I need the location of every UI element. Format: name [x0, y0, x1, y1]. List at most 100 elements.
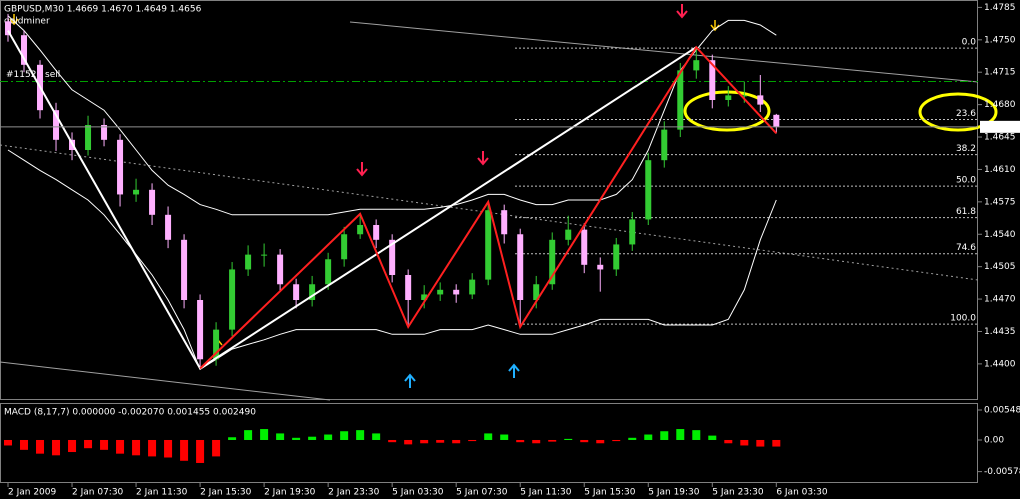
macd-bar	[452, 439, 461, 444]
candle-body	[565, 229, 572, 240]
candle-body	[629, 219, 636, 245]
macd-bar	[468, 439, 477, 442]
macd-bar	[676, 429, 685, 440]
candle-body	[293, 284, 300, 300]
candle-body	[85, 125, 92, 150]
candle-body	[533, 284, 540, 300]
sell-arrow	[477, 151, 489, 166]
macd-bar	[68, 439, 77, 453]
macd-bar	[692, 430, 701, 440]
y-tick-label: 0.00	[984, 435, 1004, 445]
macd-bar	[228, 437, 237, 440]
chart-header: GBPUSD,M30 1.4669 1.4670 1.4649 1.4656	[4, 5, 202, 15]
macd-title: MACD (8,17,7) 0.000000 -0.002070 0.00145…	[4, 408, 256, 418]
macd-bar	[212, 439, 221, 457]
macd-bar	[276, 433, 285, 440]
candle-body	[757, 95, 764, 105]
candle-body	[5, 21, 12, 36]
highlight-ellipse	[683, 90, 771, 132]
candle-body	[149, 189, 156, 215]
candle-body	[21, 35, 28, 65]
macd-bar	[292, 437, 301, 440]
candle-body	[277, 254, 284, 285]
macd-bar	[564, 438, 573, 440]
macd-bar	[52, 439, 61, 456]
highlight-ellipse	[918, 92, 998, 132]
sell-arrow	[356, 162, 368, 177]
macd-bar	[436, 439, 445, 443]
candle-body	[325, 259, 332, 285]
y-tick-label: 1.4785	[984, 3, 1016, 13]
macd-bar	[324, 434, 333, 440]
price-box	[980, 120, 1020, 133]
candle-body	[165, 214, 172, 240]
candle-body	[341, 234, 348, 260]
macd-bar	[484, 433, 493, 440]
fib-label: 38.2	[956, 144, 976, 154]
fib-label: 0.0	[962, 38, 977, 48]
candle-body	[245, 254, 252, 270]
candle-body	[229, 269, 236, 330]
macd-bar	[116, 439, 125, 454]
buy-arrow	[508, 363, 520, 378]
buy-arrow	[404, 373, 416, 388]
x-tick-label: 5 Jan 23:30	[712, 488, 764, 498]
candle-body	[261, 254, 268, 256]
candle-body	[677, 70, 684, 130]
candle-body	[661, 129, 668, 161]
macd-bar	[372, 433, 381, 440]
macd-bar	[4, 439, 13, 446]
y-tick-label: 0.005481	[984, 405, 1020, 415]
x-tick-label: 2 Jan 19:30	[264, 488, 316, 498]
sell-arrow	[676, 4, 688, 19]
macd-bar	[660, 431, 669, 440]
candle-body	[197, 300, 204, 360]
x-tick-label: 5 Jan 15:30	[584, 488, 636, 498]
y-tick-label: 1.4540	[984, 230, 1016, 240]
macd-bar	[340, 431, 349, 440]
fib-label: 50.0	[956, 176, 976, 186]
candle-body	[693, 60, 700, 71]
candle-body	[581, 229, 588, 265]
candle-body	[709, 60, 716, 100]
x-tick-label: 5 Jan 19:30	[648, 488, 700, 498]
macd-bar	[20, 439, 29, 450]
candle-body	[53, 110, 60, 140]
fib-label: 61.8	[956, 207, 976, 217]
macd-bar	[516, 439, 525, 443]
trendline	[349, 21, 979, 83]
macd-bar	[708, 435, 717, 440]
fib-label: 74.6	[956, 243, 976, 253]
candle-body	[485, 210, 492, 280]
candle-body	[405, 275, 412, 300]
macd-bar	[740, 439, 749, 446]
y-tick-label: 1.4750	[984, 35, 1016, 45]
swing-line	[199, 45, 778, 370]
main-panel-border	[0, 0, 978, 400]
macd-bar	[164, 439, 173, 458]
macd-bar	[580, 439, 589, 443]
candle-body	[389, 239, 396, 275]
y-tick-label: 1.4715	[984, 68, 1016, 78]
price-label: 1.4656	[982, 122, 1014, 132]
candle-body	[597, 264, 604, 270]
macd-bar	[100, 439, 109, 450]
x-tick-label: 5 Jan 03:30	[392, 488, 444, 498]
macd-bar	[196, 439, 205, 463]
candle-body	[421, 294, 428, 300]
macd-bar	[756, 439, 765, 447]
x-tick-label: 2 Jan 11:30	[136, 488, 188, 498]
macd-bar	[612, 439, 621, 442]
macd-bar	[772, 439, 781, 447]
macd-bar	[420, 439, 429, 444]
macd-bar	[36, 439, 45, 454]
candle-body	[725, 95, 732, 100]
fib-label: 23.6	[956, 109, 976, 119]
x-tick-label: 5 Jan 11:30	[520, 488, 572, 498]
candle-body	[453, 289, 460, 295]
candle-body	[613, 244, 620, 270]
macd-bar	[596, 439, 605, 444]
